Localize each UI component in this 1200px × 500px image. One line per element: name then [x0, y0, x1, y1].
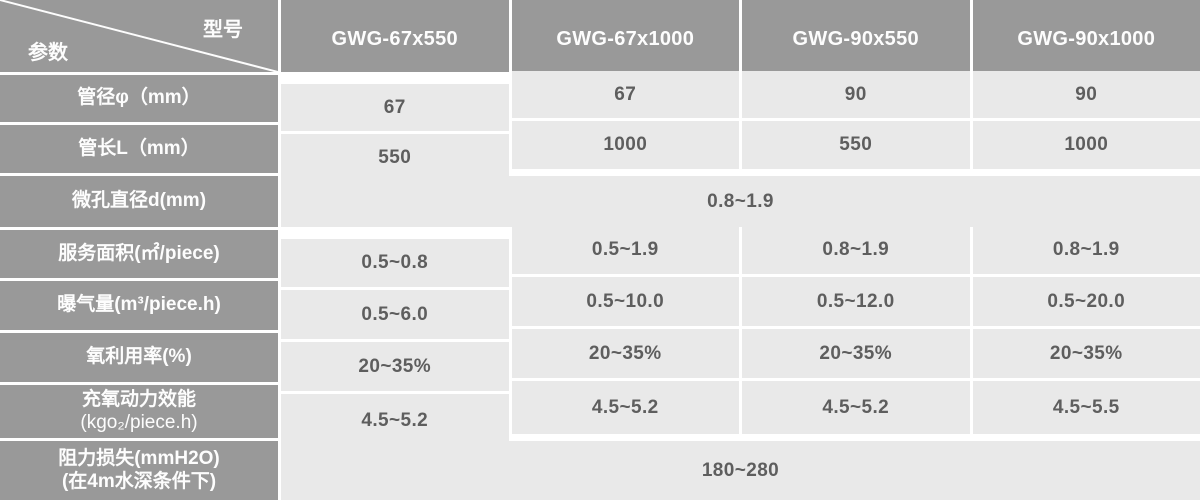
data-cell: 0.5~6.0: [281, 290, 509, 339]
row-label-resistance-loss: 阻力损失(mmH2O) (在4m水深条件下): [0, 441, 278, 500]
corner-header-cell: 型号 参数: [0, 0, 278, 72]
data-cell: 20~35%: [511, 329, 739, 378]
row-label-micropore-diameter: 微孔直径d(mm): [0, 176, 278, 227]
data-cell: 67: [281, 84, 509, 131]
data-cell: 4.5~5.2: [742, 381, 970, 434]
corner-label-model: 型号: [203, 19, 243, 41]
diagonal-divider: [0, 0, 278, 72]
column-header-gwg-67x550: GWG-67x550: [281, 0, 509, 72]
row-label-oxygenation-efficiency: 充氧动力效能 (kgo₂/piece.h): [0, 385, 278, 438]
corner-label-parameter: 参数: [28, 42, 68, 64]
row-label-line1: 充氧动力效能: [81, 389, 196, 411]
data-cell: 1000: [511, 121, 739, 169]
row-label-line1: 阻力损失(mmH2O): [58, 448, 220, 470]
data-cell: 90: [742, 71, 970, 118]
data-cell: 0.5~0.8: [281, 239, 509, 287]
data-cell: 0.5~10.0: [511, 277, 739, 326]
row-label-oxygen-utilization: 氧利用率(%): [0, 333, 278, 382]
data-cell: 20~35%: [281, 342, 509, 391]
column-header-gwg-90x550: GWG-90x550: [742, 0, 970, 72]
column-header-gwg-90x1000: GWG-90x1000: [972, 0, 1200, 72]
data-cell: 550: [742, 121, 970, 169]
data-cell: 4.5~5.2: [281, 394, 509, 447]
data-cell: 0.8~1.9: [972, 226, 1200, 274]
data-cell: 20~35%: [972, 329, 1200, 378]
row-label-pipe-diameter: 管径φ（mm）: [0, 75, 278, 122]
data-cell-span: 180~280: [281, 441, 1200, 500]
data-cell: 90: [972, 71, 1200, 118]
data-cell: 4.5~5.2: [511, 381, 739, 434]
data-cell: 0.8~1.9: [742, 226, 970, 274]
row-label-line2: (在4m水深条件下): [61, 470, 217, 492]
data-cell: 67: [511, 71, 739, 118]
data-cell: 0.5~20.0: [972, 277, 1200, 326]
data-cell: 550: [281, 134, 509, 182]
data-cell-span: 0.8~1.9: [281, 176, 1200, 227]
row-label-aeration-rate: 曝气量(m³/piece.h): [0, 281, 278, 330]
row-label-pipe-length: 管长L（mm）: [0, 125, 278, 173]
column-header-gwg-67x1000: GWG-67x1000: [511, 0, 739, 72]
data-cell: 0.5~12.0: [742, 277, 970, 326]
data-cell: 4.5~5.5: [972, 381, 1200, 434]
data-cell: 1000: [972, 121, 1200, 169]
row-label-service-area: 服务面积(㎡/piece): [0, 230, 278, 278]
data-cell: 0.5~1.9: [511, 226, 739, 274]
data-cell: 20~35%: [742, 329, 970, 378]
row-label-line2: (kgo₂/piece.h): [80, 411, 198, 433]
